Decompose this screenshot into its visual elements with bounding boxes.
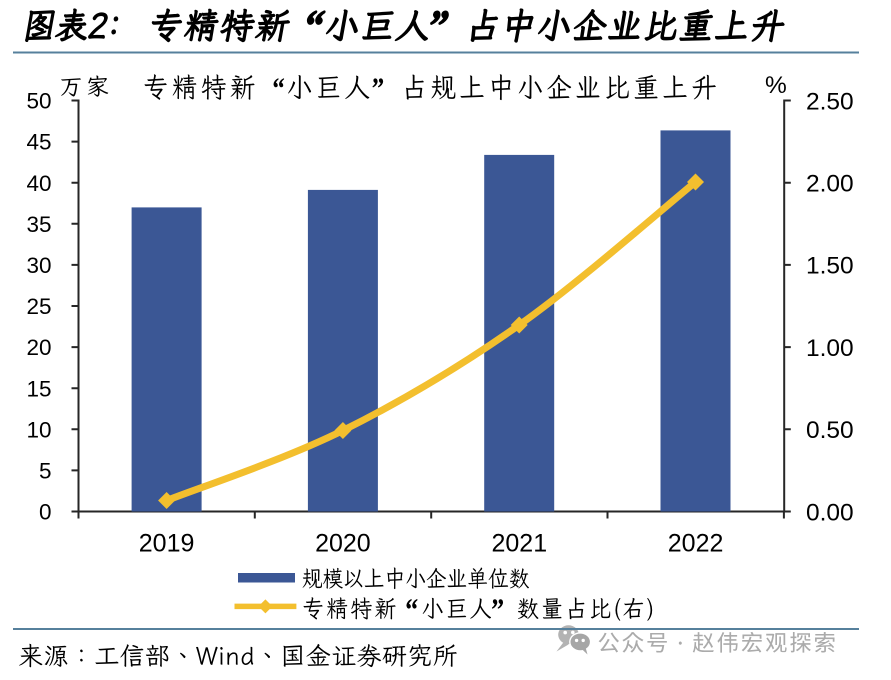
- svg-text:30: 30: [26, 253, 51, 278]
- svg-text:25: 25: [26, 294, 51, 319]
- svg-text:2022: 2022: [668, 530, 724, 558]
- svg-text:50: 50: [26, 89, 51, 114]
- svg-text:2.50: 2.50: [806, 88, 854, 115]
- svg-text:2019: 2019: [139, 530, 195, 558]
- svg-text:20: 20: [26, 335, 51, 360]
- svg-text:0: 0: [39, 500, 52, 525]
- svg-text:35: 35: [26, 212, 51, 237]
- svg-text:2021: 2021: [491, 530, 547, 558]
- svg-text:1.50: 1.50: [806, 253, 854, 280]
- svg-text:0.00: 0.00: [806, 499, 854, 526]
- svg-text:0.50: 0.50: [806, 417, 854, 444]
- svg-text:40: 40: [26, 171, 51, 196]
- svg-text:15: 15: [26, 376, 51, 401]
- svg-text:2020: 2020: [315, 530, 371, 558]
- svg-text:5: 5: [39, 459, 52, 484]
- svg-text:10: 10: [26, 417, 51, 442]
- svg-text:45: 45: [26, 130, 51, 155]
- svg-text:2.00: 2.00: [806, 171, 854, 198]
- svg-text:%: %: [765, 72, 787, 99]
- svg-text:1.00: 1.00: [806, 335, 854, 362]
